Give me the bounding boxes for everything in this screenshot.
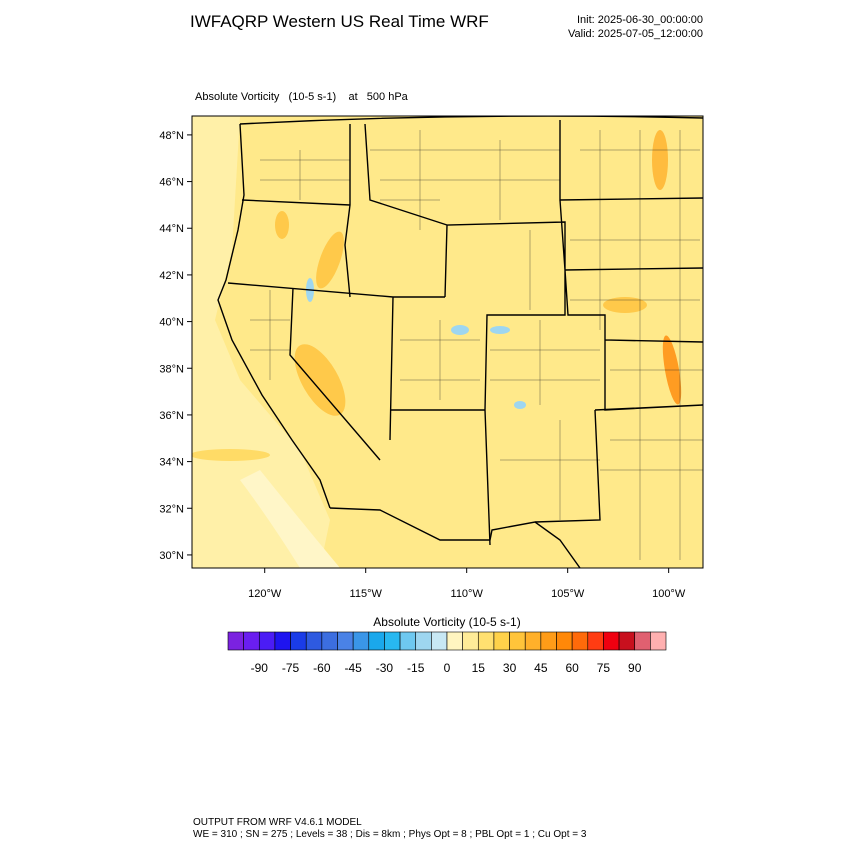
colorbar-tick-label: -75 [282,661,300,675]
colorbar-tick-label: 60 [565,661,579,675]
colorbar-swatch [446,631,463,651]
colorbar-swatch [603,631,620,651]
state-lines [227,120,703,546]
colorbar-swatch [587,631,604,651]
field-blob [603,297,647,313]
colorbar-tick-label: 15 [472,661,486,675]
colorbar-swatch [618,631,636,651]
field-blob [275,211,289,239]
lat-tick-label: 44°N [159,223,184,235]
colorbar-swatch [462,631,479,651]
colorbar-swatch [634,631,651,651]
field-blob [514,401,526,409]
colorbar-tick-label: -90 [251,661,269,675]
lon-tick-label: 105°W [551,588,585,600]
colorbar-swatch [415,631,432,651]
lat-tick-label: 34°N [159,457,184,469]
colorbar-tick-label: -30 [376,661,394,675]
title: IWFAQRP Western US Real Time WRF [190,12,489,31]
lat-tick-label: 30°N [159,550,184,562]
colorbar-tick-label: -60 [313,661,331,675]
colorbar-swatch [337,631,354,651]
lon-tick-label: 120°W [248,588,282,600]
field-blob [490,326,510,334]
lat-tick-label: 46°N [159,177,184,189]
field-blob [316,231,344,289]
colorbar-swatch [368,631,385,651]
field-blob [451,325,469,335]
colorbar-swatch [650,631,667,651]
colorbar-title: Absolute Vorticity (10-5 s-1) [373,615,520,629]
colorbar-tick-label: 0 [444,661,451,675]
colorbar-swatch [493,631,510,651]
lat-tick-label: 40°N [159,317,184,329]
colorbar-swatch [399,631,417,651]
colorbar-swatch [477,631,495,651]
colorbar-swatch [540,631,557,651]
lat-tick-label: 42°N [159,270,184,282]
valid-time: Valid: 2025-07-05_12:00:00 [568,28,703,40]
colorbar-swatch [556,631,573,651]
colorbar-tick-label: 30 [503,661,517,675]
lat-tick-label: 48°N [159,130,184,142]
field-blob [294,344,346,416]
field-blob [192,449,270,461]
colorbar-swatch [290,631,307,651]
lon-tick-label: 100°W [652,588,686,600]
lat-tick-label: 32°N [159,503,184,515]
county-lines [250,130,703,560]
footer-line: WE = 310 ; SN = 275 ; Levels = 38 ; Dis … [193,829,587,840]
colorbar-swatch [305,631,323,651]
lat-tick-label: 36°N [159,410,184,422]
colorbar-swatch [321,631,338,651]
colorbar-tick-label: -45 [344,661,362,675]
colorbar: -90 -75 -60 -45 -30 -15 0 15 30 45 60 75 90 [227,631,667,675]
colorbar-tick-label: -15 [407,661,425,675]
coastline [217,123,331,509]
colorbar-swatch [524,631,542,651]
lon-tick-label: 110°W [451,588,484,600]
colorbar-swatch [243,631,260,651]
colorbar-tick-label: 75 [597,661,611,675]
field-band [240,470,340,568]
colorbar-swatch [227,631,244,651]
colorbar-swatch [384,631,401,651]
colorbar-swatch [509,631,526,651]
colorbar-swatch [258,631,276,651]
footer-line: OUTPUT FROM WRF V4.6.1 MODEL [193,817,362,828]
subtitle: Absolute Vorticity (10-5 s-1) at 500 hPa [195,91,409,103]
lon-tick-label: 115°W [350,588,383,600]
colorbar-swatch [352,631,370,651]
field-blob [652,130,668,190]
colorbar-swatch [571,631,589,651]
colorbar-tick-label: 90 [628,661,642,675]
map-field [192,116,703,568]
ticks: 48°N 46°N 44°N 42°N 40°N 38°N 36°N 34°N 32°N 30°N… [159,130,685,600]
colorbar-tick-label: 45 [534,661,548,675]
map-frame [191,115,704,569]
colorbar-swatch [274,631,291,651]
init-time: Init: 2025-06-30_00:00:00 [577,14,703,26]
mexico-border [329,507,581,568]
lat-tick-label: 38°N [159,363,184,375]
colorbar-swatch [431,631,448,651]
